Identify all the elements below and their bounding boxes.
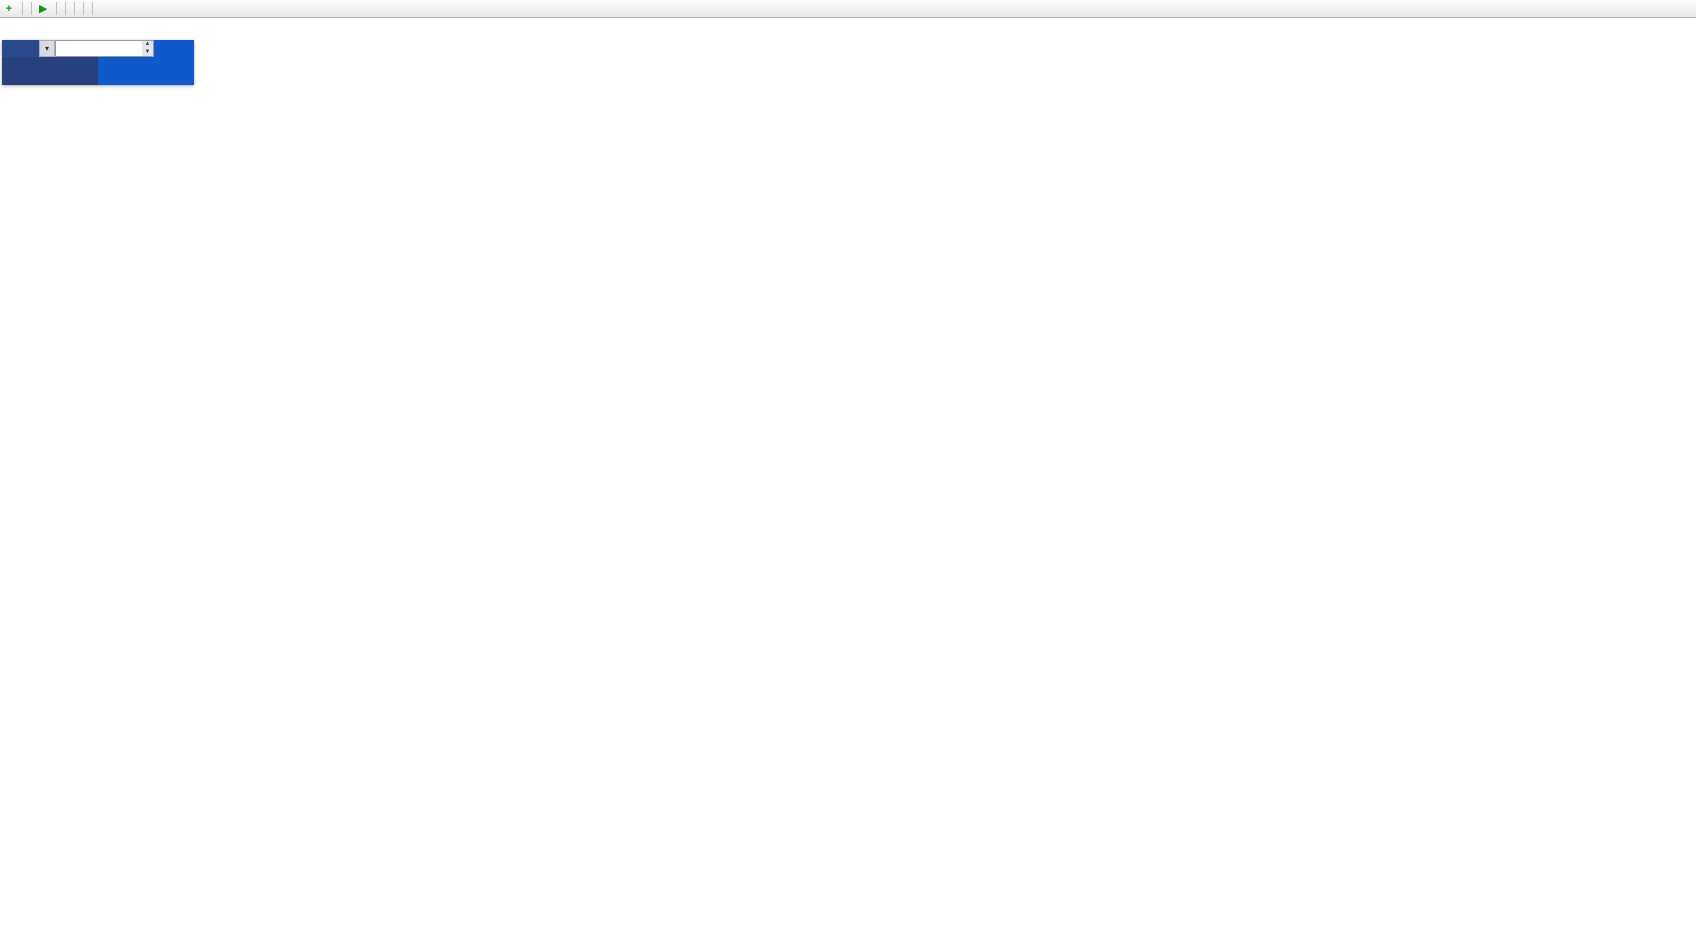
- volume-input[interactable]: [56, 41, 142, 56]
- one-click-trading-panel: ▾ ▲ ▼: [2, 40, 194, 85]
- volume-up-button[interactable]: ▲: [144, 41, 151, 47]
- toolbar-separator: [31, 2, 32, 15]
- buy-button[interactable]: [98, 57, 194, 85]
- order-type-dropdown[interactable]: ▾: [39, 40, 55, 57]
- sell-tab[interactable]: [2, 40, 39, 57]
- autotrading-button[interactable]: ▶: [36, 1, 52, 17]
- sell-button[interactable]: [2, 57, 98, 85]
- toolbar-separator: [74, 2, 76, 15]
- toolbar-separator: [65, 2, 67, 15]
- volume-field: ▲ ▼: [55, 40, 154, 57]
- autotrading-icon: ▶: [39, 2, 48, 15]
- chart-title: [4, 21, 12, 33]
- new-order-icon: +: [5, 2, 13, 15]
- toolbar: + ▶: [0, 0, 1696, 18]
- buy-tab[interactable]: [154, 40, 194, 57]
- toolbar-separator: [92, 2, 94, 15]
- new-order-button[interactable]: +: [2, 1, 18, 17]
- toolbar-separator: [56, 2, 58, 15]
- toolbar-separator: [22, 2, 23, 15]
- volume-down-button[interactable]: ▼: [144, 48, 151, 55]
- toolbar-separator: [83, 2, 85, 15]
